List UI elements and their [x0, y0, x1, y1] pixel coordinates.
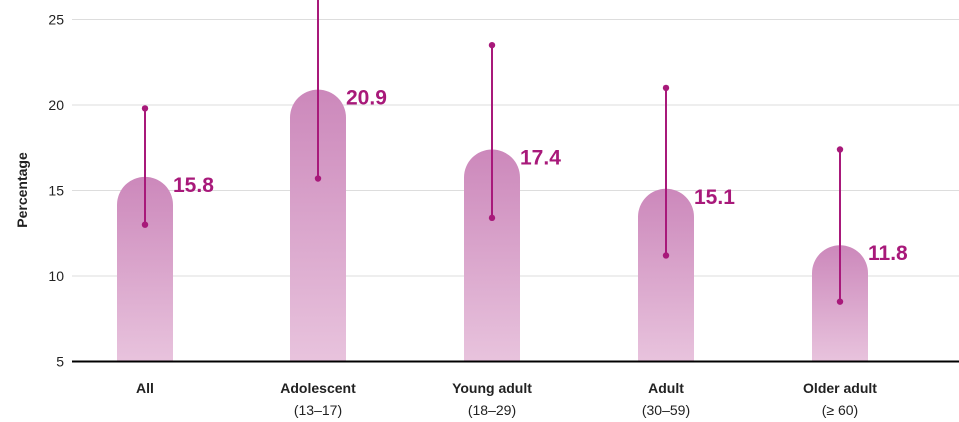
bar [117, 176, 173, 362]
error-bar-low-cap [141, 221, 149, 228]
category-sublabel: (≥ 60) [822, 402, 858, 418]
y-tick-label: 10 [48, 268, 64, 284]
bar [290, 89, 346, 362]
category-label: Adult [648, 380, 684, 396]
y-tick-label: 20 [48, 97, 64, 113]
error-bar-low-cap [488, 214, 496, 222]
category-label: Older adult [803, 380, 877, 396]
value-label: 17.4 [520, 146, 561, 169]
value-label: 15.1 [694, 186, 735, 209]
error-bar-high-cap [488, 41, 496, 49]
value-label: 15.8 [173, 174, 214, 197]
category-sublabel: (18–29) [468, 402, 516, 418]
bar [638, 188, 694, 362]
bar [464, 149, 520, 362]
y-tick-label: 5 [56, 354, 64, 370]
category-sublabel: (13–17) [294, 402, 342, 418]
category-sublabel: (30–59) [642, 402, 690, 418]
category-label: Adolescent [280, 380, 356, 396]
y-tick-label: 15 [48, 183, 64, 199]
value-label: 20.9 [346, 87, 387, 110]
error-bar-high-cap [141, 105, 149, 112]
y-axis-title: Percentage [14, 152, 30, 228]
error-bar-low-cap [662, 252, 670, 259]
value-label: 11.8 [868, 242, 908, 265]
error-bar-high-cap [662, 84, 670, 92]
error-bar-low-cap [314, 175, 322, 182]
error-bar-high-cap [836, 146, 844, 153]
category-label: All [136, 380, 154, 396]
y-tick-label: 25 [48, 12, 64, 28]
category-label: Young adult [452, 380, 532, 396]
error-bar-low-cap [836, 298, 844, 305]
